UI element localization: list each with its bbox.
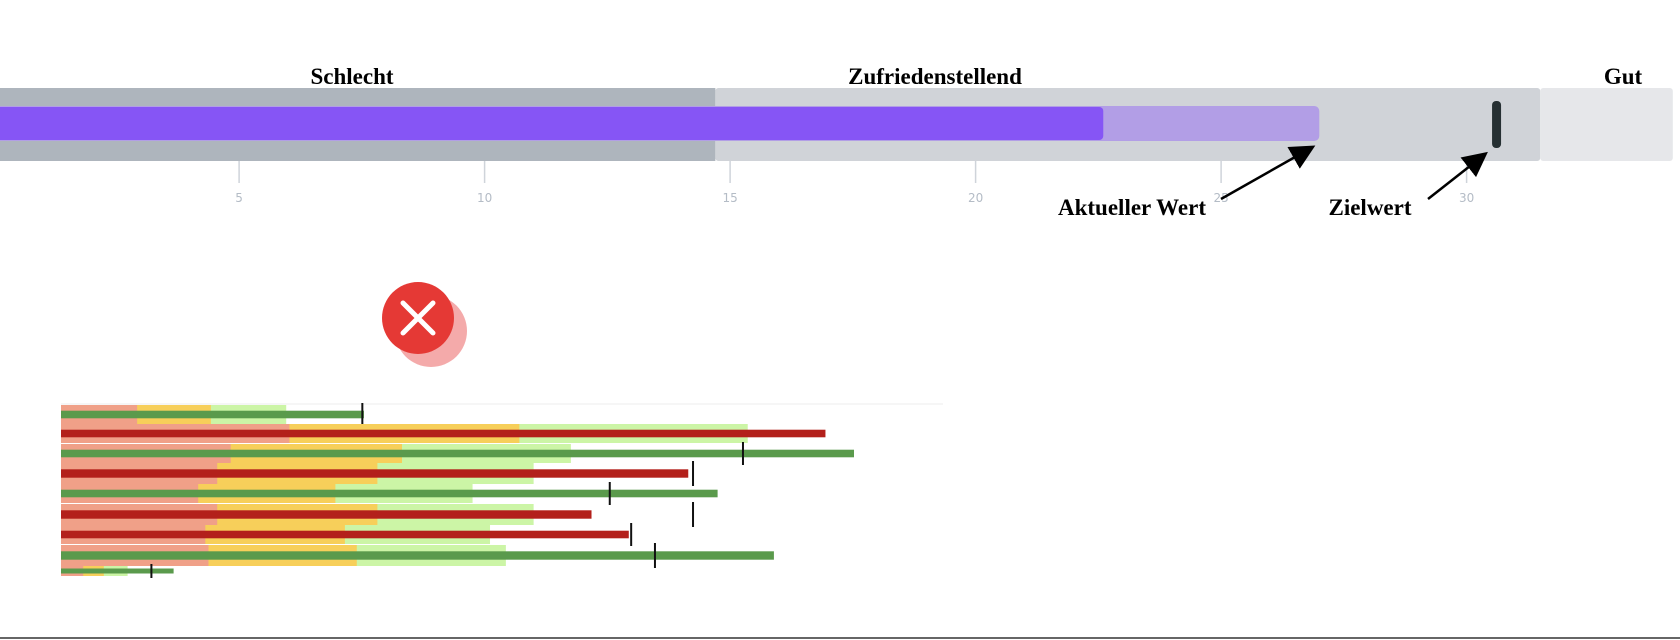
mini-bullet-row xyxy=(61,403,364,426)
axis-ticks: 5 10 15 20 25 30 xyxy=(235,161,1474,205)
current-value-arrow xyxy=(1220,145,1316,201)
tick-label: 15 xyxy=(722,191,737,205)
target-arrow xyxy=(1427,151,1488,200)
mini-value-bar xyxy=(61,449,854,458)
mini-value-bar xyxy=(61,551,774,560)
mini-value-bar xyxy=(61,568,174,574)
mini-value-bar xyxy=(61,410,364,419)
mini-bullet-row xyxy=(61,424,826,443)
mini-bullet-row xyxy=(61,442,854,465)
mini-bullet-charts xyxy=(61,403,854,578)
tick-label: 5 xyxy=(235,191,243,205)
close-icon xyxy=(382,282,467,367)
range-label-zufriedenstellend: Zufriedenstellend xyxy=(848,64,1022,89)
range-band-3 xyxy=(1540,88,1673,161)
mini-bullet-row xyxy=(61,502,695,527)
mini-value-bar xyxy=(61,510,592,519)
mini-value-bar xyxy=(61,469,689,478)
mini-bullet-row xyxy=(61,461,695,486)
mini-value-bar xyxy=(61,429,826,438)
tick-label: 20 xyxy=(968,191,983,205)
mini-bullet-row xyxy=(61,543,774,568)
annotation-current-value: Aktueller Wert xyxy=(1058,195,1206,220)
current-value-bar xyxy=(0,107,1104,140)
mini-bullet-row xyxy=(61,523,633,546)
mini-bullet-row xyxy=(61,482,718,505)
mini-value-bar xyxy=(61,530,629,539)
tick-label: 10 xyxy=(477,191,492,205)
tick-label: 30 xyxy=(1459,191,1474,205)
annotation-target: Zielwert xyxy=(1328,195,1411,220)
target-marker xyxy=(1492,101,1502,148)
mini-bullet-row xyxy=(61,564,174,578)
mini-value-bar xyxy=(61,489,718,498)
range-label-gut: Gut xyxy=(1604,64,1643,89)
range-label-schlecht: Schlecht xyxy=(310,64,393,89)
